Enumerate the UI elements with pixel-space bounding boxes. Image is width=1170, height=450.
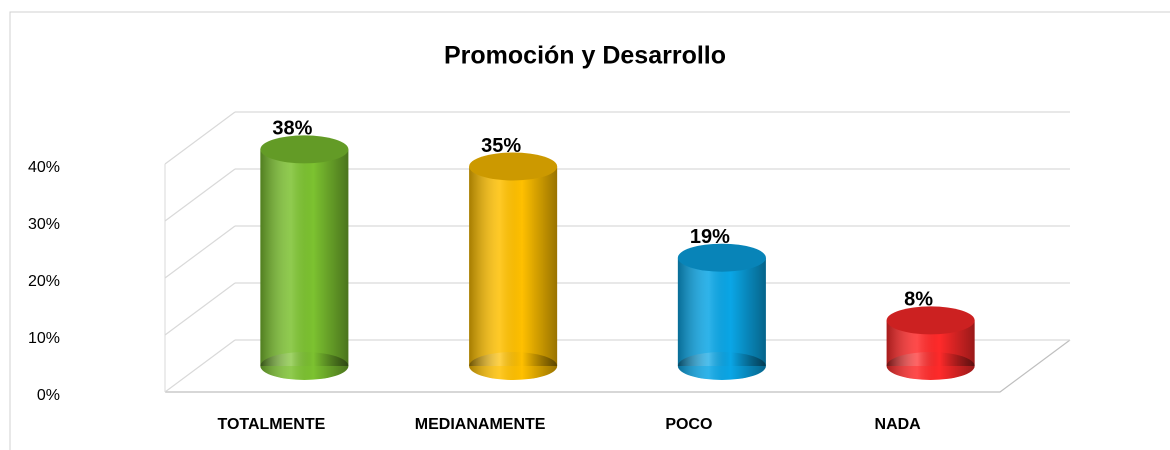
- grid-line: [164, 339, 236, 393]
- bar-shade: [260, 149, 349, 366]
- bar-top-shade: [677, 243, 766, 272]
- bar-top: [677, 243, 766, 272]
- data-label: 8%: [904, 289, 933, 311]
- bar-top: [886, 306, 975, 335]
- data-label: 19%: [690, 226, 730, 248]
- bar-top-shade: [886, 306, 975, 335]
- bar-top-shade: [469, 152, 558, 181]
- bar-top: [469, 152, 558, 181]
- y-tick-label: 0%: [37, 387, 60, 404]
- grid-line: [164, 282, 236, 336]
- y-tick-label: 10%: [28, 330, 60, 347]
- floor: [165, 339, 1071, 393]
- grid-line: [164, 225, 236, 279]
- y-tick-label: 30%: [28, 216, 60, 233]
- y-tick-label: 20%: [28, 273, 60, 290]
- x-tick-label: MEDIANAMENTE: [415, 416, 546, 433]
- grid-line: [164, 168, 236, 222]
- chart-title: Promoción y Desarrollo: [444, 42, 726, 70]
- x-tick-label: NADA: [875, 416, 922, 433]
- data-label: 38%: [272, 118, 312, 140]
- y-tick-label: 40%: [28, 159, 60, 176]
- bar-top: [260, 135, 349, 164]
- grid-line: [164, 111, 236, 165]
- bar-shade: [469, 166, 558, 366]
- chart-frame: [9, 11, 1170, 450]
- bar-shade: [677, 257, 766, 366]
- x-tick-label: POCO: [665, 416, 712, 433]
- x-tick-label: TOTALMENTE: [217, 416, 325, 433]
- bar-top-shade: [260, 135, 349, 164]
- data-label: 35%: [481, 135, 521, 157]
